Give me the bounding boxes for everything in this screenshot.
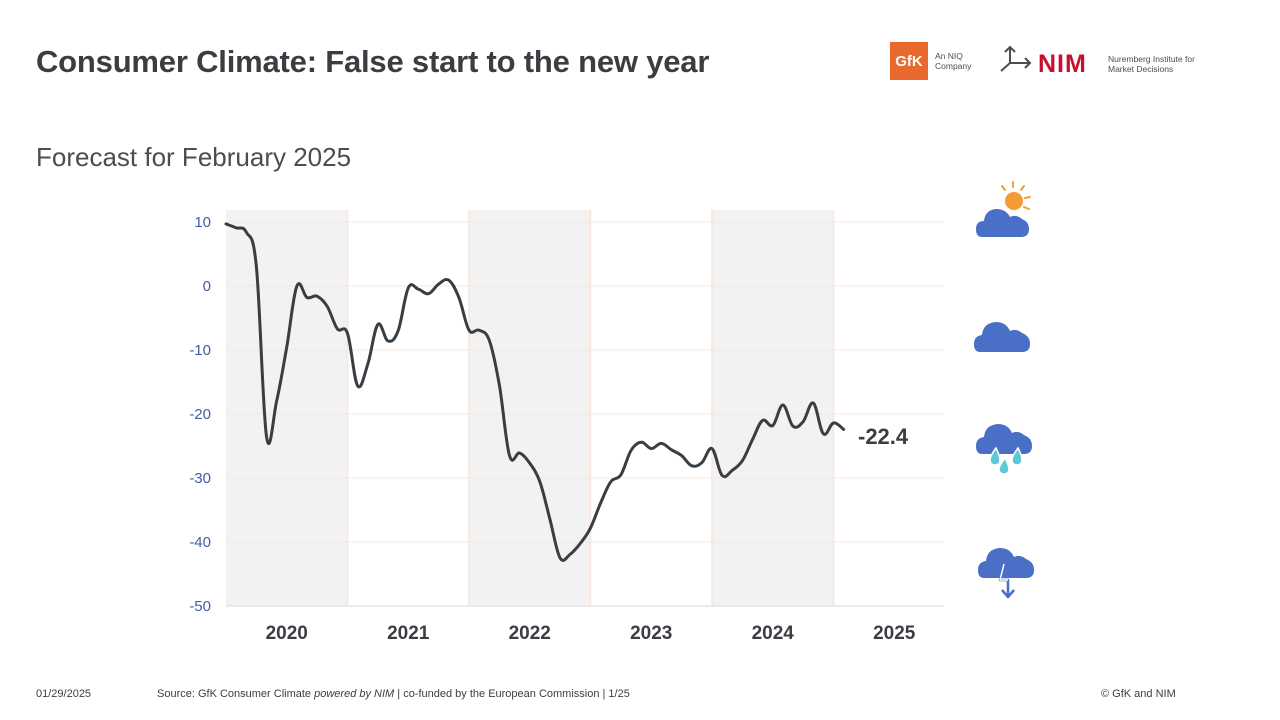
- gfk-tagline: An NIQ Company: [935, 51, 972, 71]
- y-tick-label: -50: [189, 598, 211, 615]
- year-band-2022: [469, 210, 591, 606]
- nim-tagline: Nuremberg Institute for Market Decisions: [1108, 54, 1195, 74]
- footer-date: 01/29/2025: [36, 688, 92, 700]
- year-band-2024: [712, 210, 834, 606]
- partly-sunny-icon: [976, 181, 1031, 237]
- y-tick-label: -10: [189, 342, 211, 359]
- rain-cloud-icon: [976, 424, 1032, 475]
- nim-arrows-icon: [1000, 45, 1032, 72]
- nim-logo-mark: NIM: [1038, 50, 1087, 78]
- x-tick-label: 2022: [509, 623, 551, 644]
- gfk-logo-mark: GfK: [895, 52, 923, 70]
- x-tick-label: 2023: [630, 623, 672, 644]
- footer-source: Source: GfK Consumer Climate powered by …: [157, 688, 630, 700]
- gfk-logo: GfK: [890, 42, 928, 80]
- y-tick-label: -20: [189, 406, 211, 423]
- y-tick-label: 10: [194, 214, 211, 231]
- x-tick-label: 2020: [266, 623, 308, 644]
- thunderstorm-cloud-icon: [978, 548, 1034, 599]
- footer-copyright: © GfK and NIM: [1101, 688, 1176, 700]
- x-tick-label: 2025: [873, 623, 916, 644]
- end-value-label: -22.4: [858, 424, 909, 449]
- cloud-icon: [974, 322, 1030, 352]
- source-prefix: Source: GfK Consumer Climate: [157, 688, 315, 700]
- source-suffix: | co-funded by the European Commission |…: [394, 688, 630, 700]
- consumer-climate-line: [224, 222, 846, 562]
- y-tick-label: -30: [189, 470, 211, 487]
- page-title: Consumer Climate: False start to the new…: [36, 44, 710, 79]
- x-tick-label: 2024: [752, 623, 795, 644]
- chart-subtitle: Forecast for February 2025: [36, 142, 352, 172]
- y-tick-label: -40: [189, 534, 211, 551]
- x-tick-label: 2021: [387, 623, 430, 644]
- y-tick-label: 0: [203, 278, 211, 295]
- source-powered-by: powered by NIM: [314, 688, 395, 700]
- year-band-2020: [226, 210, 348, 606]
